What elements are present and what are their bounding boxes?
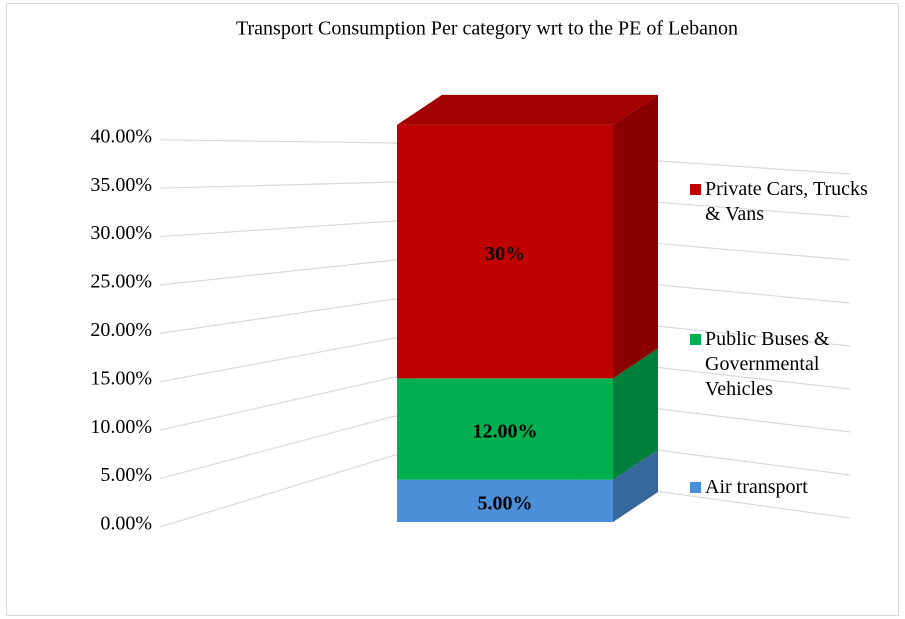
legend-marker [690,184,701,195]
y-tick-label: 25.00% [90,271,152,293]
grid-line [159,454,851,528]
bar-side [613,348,658,480]
value-label: 30% [485,243,525,265]
y-tick-label: 0.00% [100,513,152,535]
chart-title: Transport Consumption Per category wrt t… [236,18,738,40]
bar-side [613,449,658,522]
bar [397,124,613,379]
bar-side [613,94,658,379]
grid-line [159,139,851,175]
y-tick-label: 40.00% [90,125,152,147]
bar [397,479,613,522]
y-tick-label: 35.00% [90,174,152,196]
y-tick-label: 10.00% [90,416,152,438]
grid-line [159,259,851,304]
grid-line [159,337,851,390]
y-tick-label: 30.00% [90,222,152,244]
grid-line [159,220,851,261]
grid-line [159,376,851,433]
grid-line [159,298,851,347]
y-tick-label: 15.00% [90,367,152,389]
legend-label: Air transport [705,476,808,498]
bar-top [397,94,658,125]
legend-marker [690,334,701,345]
legend-label: Public Buses & Governmental Vehicles [705,328,830,400]
y-tick-label: 20.00% [90,319,152,341]
bar [397,378,613,480]
value-label: 12.00% [473,421,538,443]
value-label: 5.00% [478,492,533,514]
y-tick-label: 5.00% [100,464,152,486]
legend-marker [690,482,701,493]
grid-line [159,181,851,218]
legend-label: Private Cars, Trucks & Vans [705,178,868,225]
grid-line [159,415,851,480]
